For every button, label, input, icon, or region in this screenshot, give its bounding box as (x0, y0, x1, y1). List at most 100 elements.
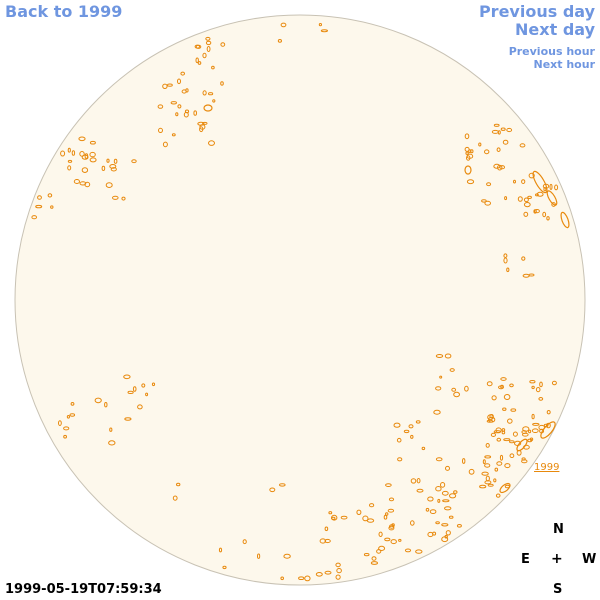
contour-mark (486, 419, 494, 423)
contour-mark (416, 478, 421, 484)
compass-south: S (553, 582, 563, 597)
compass-center: + (551, 551, 563, 567)
contour-mark (441, 536, 449, 543)
contour-mark (536, 191, 544, 197)
contour-mark (81, 154, 89, 160)
contour-mark (283, 553, 291, 559)
contour-mark (440, 482, 446, 488)
contour-mark (509, 383, 514, 388)
contour-mark (376, 549, 382, 554)
contour-mark (503, 257, 508, 264)
next-day-link[interactable]: Next day (515, 20, 595, 39)
contour-mark (70, 402, 75, 406)
contour-mark (67, 159, 73, 163)
contour-mark (532, 422, 540, 426)
next-hour-link[interactable]: Next hour (533, 58, 596, 71)
compass-west: W (582, 552, 597, 567)
contour-mark (67, 165, 72, 171)
contour-mark (528, 273, 535, 277)
contour-mark (478, 142, 482, 147)
contour-mark (151, 382, 156, 387)
contour-mark (328, 511, 333, 515)
contour-mark (464, 385, 469, 392)
previous-day-link[interactable]: Previous day (478, 2, 595, 21)
contour-mark (501, 430, 506, 435)
contour-mark (47, 193, 53, 198)
contour-mark (157, 104, 164, 109)
contour-mark (546, 190, 558, 206)
contour-mark (67, 147, 71, 153)
contour-mark (37, 195, 42, 200)
contour-mark (521, 457, 526, 461)
contour-mark (66, 415, 71, 419)
contour-mark (523, 211, 529, 217)
contour-mark (437, 498, 441, 503)
contour-mark (176, 482, 181, 487)
contour-mark (479, 484, 487, 489)
previous-hour-link[interactable]: Previous hour (508, 45, 595, 58)
contour-mark (432, 531, 437, 536)
contour-mark (211, 65, 215, 70)
contour-mark (171, 133, 176, 137)
contour-mark (484, 455, 492, 459)
contour-mark (298, 576, 305, 581)
contour-mark (208, 92, 214, 96)
contour-mark (503, 438, 511, 442)
contour-mark (105, 182, 113, 189)
contour-mark (177, 104, 182, 109)
contour-mark (202, 121, 208, 125)
contour-mark (470, 149, 474, 154)
compass-north: N (553, 522, 564, 537)
contour-mark (208, 140, 215, 146)
contour-mark (175, 112, 179, 117)
contour-mark (554, 184, 559, 191)
contour-mark (71, 150, 76, 156)
contour-mark (137, 404, 143, 410)
year-link[interactable]: 1999 (534, 462, 560, 473)
contour-mark (444, 353, 452, 359)
contour-mark (181, 89, 187, 94)
contour-mark (335, 574, 341, 580)
contour-mark (315, 572, 323, 577)
contour-mark (408, 424, 414, 429)
contour-mark (491, 395, 497, 401)
contour-mark (304, 575, 311, 582)
contour-mark (205, 40, 212, 46)
contour-mark (441, 490, 449, 496)
contour-mark (451, 387, 457, 392)
contour-mark (448, 515, 454, 519)
contour-mark (112, 195, 119, 200)
contour-mark (31, 215, 38, 220)
contour-mark (503, 253, 508, 258)
contour-mark (499, 454, 504, 461)
contour-mark (484, 200, 492, 206)
contour-mark (513, 179, 516, 184)
contour-mark (468, 468, 475, 475)
contour-mark (212, 99, 216, 103)
contour-mark (410, 520, 415, 526)
contour-mark (220, 81, 224, 86)
contour-mark (516, 438, 528, 452)
compass-east: E (521, 552, 530, 567)
contour-mark (336, 568, 342, 574)
contour-mark (487, 483, 494, 487)
contour-mark (500, 377, 507, 381)
contour-mark (384, 537, 391, 542)
contour-mark (371, 556, 377, 561)
contour-mark (435, 521, 440, 525)
contour-mark (63, 426, 70, 431)
contour-mark (195, 57, 199, 64)
contour-mark (494, 467, 499, 472)
contour-mark (519, 143, 526, 148)
back-to-year-link[interactable]: Back to 1999 (5, 2, 123, 21)
solar-disk (14, 14, 586, 586)
contour-mark (123, 374, 131, 380)
contour-mark (504, 196, 508, 201)
contour-mark (50, 205, 54, 209)
contour-mark (60, 150, 66, 157)
contour-mark (370, 561, 378, 565)
contour-mark (202, 52, 207, 59)
contour-mark (509, 440, 515, 444)
contour-mark (433, 409, 441, 415)
contour-mark (362, 515, 369, 522)
